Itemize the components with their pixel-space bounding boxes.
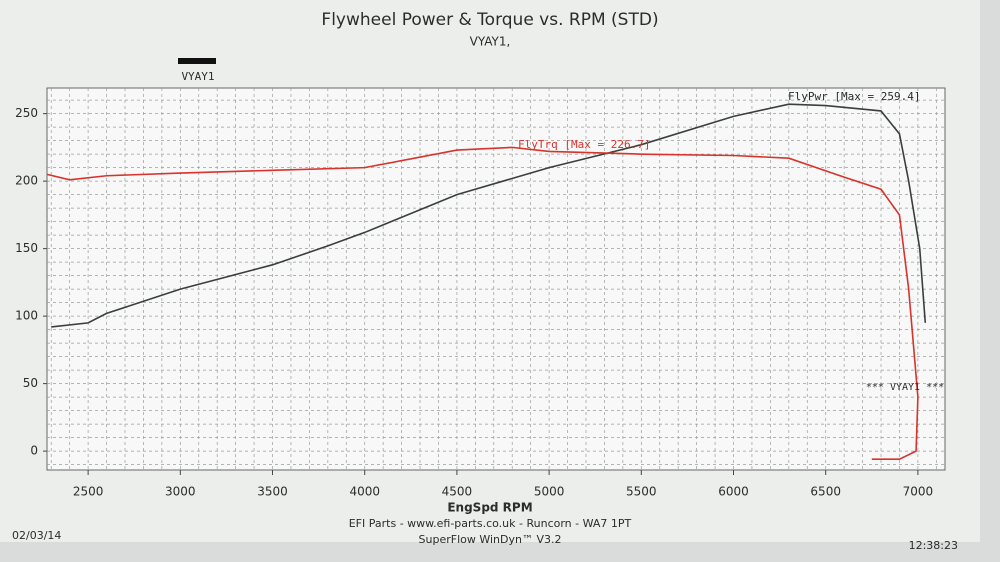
plot-area: [46, 87, 946, 471]
series-line: [46, 146, 919, 461]
legend-label: VYAY1: [181, 70, 214, 83]
x-tick-label: 4000: [349, 485, 380, 499]
power-label: FlyPwr [Max = 259.4]: [788, 90, 920, 103]
footer-company: EFI Parts - www.efi-parts.co.uk - Runcor…: [349, 517, 632, 530]
x-tick-label: 3000: [165, 485, 196, 499]
x-tick-label: 5000: [534, 485, 565, 499]
y-tick-label: 250: [15, 106, 38, 120]
footer-software: SuperFlow WinDyn™ V3.2: [419, 533, 562, 546]
x-tick-label: 3500: [257, 485, 288, 499]
run-label: *** VYAY1 ***: [866, 382, 944, 393]
x-tick-label: 2500: [73, 485, 104, 499]
y-tick-label: 150: [15, 241, 38, 255]
x-axis-label: EngSpd RPM: [447, 501, 532, 515]
chart-title: Flywheel Power & Torque vs. RPM (STD): [321, 10, 658, 30]
series-line: [51, 103, 927, 328]
y-tick-label: 50: [23, 376, 38, 390]
y-tick-label: 200: [15, 174, 38, 188]
x-tick-label: 4500: [442, 485, 473, 499]
y-tick-label: 100: [15, 309, 38, 323]
subtitle: VYAY1,: [470, 35, 511, 49]
legend-swatch: [178, 58, 216, 64]
y-tick-label: 0: [30, 444, 38, 458]
footer-time: 12:38:23: [909, 539, 958, 552]
torque-label: FlyTrq [Max = 226.7]: [518, 138, 650, 151]
x-tick-label: 7000: [903, 485, 934, 499]
footer-date: 02/03/14: [12, 529, 61, 542]
x-tick-label: 5500: [626, 485, 657, 499]
x-tick-label: 6000: [718, 485, 749, 499]
x-tick-label: 6500: [810, 485, 841, 499]
